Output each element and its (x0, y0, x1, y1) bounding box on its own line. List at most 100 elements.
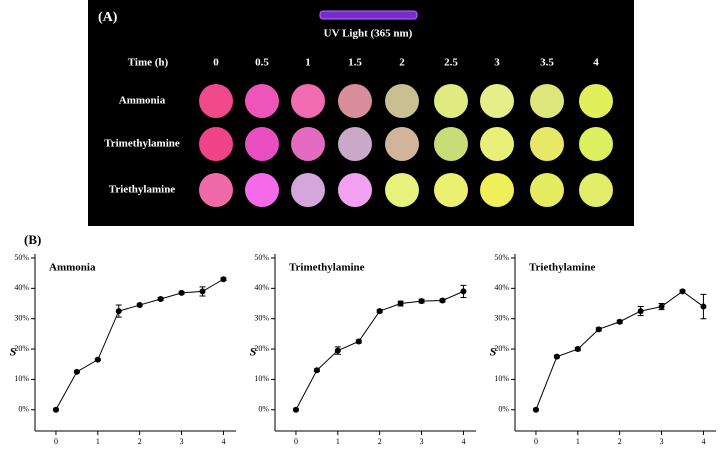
sample-spot (385, 84, 419, 118)
sample-spot (291, 127, 325, 161)
y-tick-label: 30% (254, 314, 269, 323)
x-tick-label: 1 (576, 437, 580, 446)
x-tick-label: 3 (660, 437, 664, 446)
point (460, 288, 467, 295)
row-label: Triethylamine (109, 184, 176, 196)
sample-spot (434, 84, 468, 118)
sample-spot (385, 127, 419, 161)
sample-spot (291, 173, 325, 207)
y-tick-label: 0% (258, 405, 269, 414)
x-tick-label: 4 (221, 437, 225, 446)
point (553, 353, 560, 360)
point (700, 303, 707, 310)
sample-spot (338, 127, 372, 161)
y-tick-label: 20% (254, 344, 269, 353)
y-tick-label: 20% (494, 344, 509, 353)
time-label: 4 (593, 57, 599, 69)
point (376, 308, 383, 315)
sample-spot (199, 84, 233, 118)
x-tick-label: 4 (701, 437, 705, 446)
point (595, 326, 602, 333)
point (220, 276, 227, 283)
point (313, 367, 320, 374)
sample-spot (579, 173, 613, 207)
x-tick-label: 2 (618, 437, 622, 446)
point (418, 298, 425, 305)
chart-title: Ammonia (49, 262, 96, 274)
x-tick-label: 1 (96, 437, 100, 446)
y-tick-label: 0% (498, 405, 509, 414)
x-tick-label: 4 (461, 437, 465, 446)
row-label: Trimethylamine (104, 138, 180, 150)
point (94, 356, 101, 363)
point (334, 347, 341, 354)
point (178, 289, 185, 296)
point (679, 288, 686, 295)
y-tick-label: 30% (14, 314, 29, 323)
y-tick-label: 40% (14, 283, 29, 292)
y-axis-label: S (490, 344, 497, 358)
sample-spot (338, 173, 372, 207)
sample-spot (480, 84, 514, 118)
uv-lamp (319, 10, 418, 20)
y-tick-label: 10% (14, 374, 29, 383)
point (52, 406, 59, 413)
point (157, 295, 164, 302)
time-label: 3.5 (540, 57, 554, 69)
panel-label: (A) (98, 10, 118, 25)
x-tick-label: 3 (420, 437, 424, 446)
sample-spot (385, 173, 419, 207)
sample-spot (245, 84, 279, 118)
y-tick-label: 40% (254, 283, 269, 292)
point (355, 338, 362, 345)
y-tick-label: 10% (494, 374, 509, 383)
panel-label: (B) (24, 232, 41, 247)
x-tick-label: 2 (378, 437, 382, 446)
y-tick-label: 40% (494, 283, 509, 292)
point (397, 300, 404, 307)
x-tick-label: 2 (138, 437, 142, 446)
x-tick-label: 0 (294, 437, 298, 446)
time-label: 1 (305, 57, 311, 69)
time-label: 0 (213, 57, 219, 69)
y-tick-label: 30% (494, 314, 509, 323)
y-tick-label: 50% (14, 253, 29, 262)
point (292, 406, 299, 413)
light-label: UV Light (365 nm) (324, 28, 413, 40)
point (637, 308, 644, 315)
time-label: 0.5 (255, 57, 269, 69)
sample-spot (579, 127, 613, 161)
point (616, 318, 623, 325)
x-tick-label: 0 (534, 437, 538, 446)
sample-spot (434, 173, 468, 207)
sample-spot (579, 84, 613, 118)
point (439, 297, 446, 304)
time-label: 1.5 (348, 57, 362, 69)
sample-spot (199, 173, 233, 207)
y-tick-label: 20% (14, 344, 29, 353)
point (115, 308, 122, 315)
sample-spot (530, 84, 564, 118)
point (658, 303, 665, 310)
y-tick-label: 10% (254, 374, 269, 383)
chart-title: Trimethylamine (289, 262, 365, 274)
sample-spot (199, 127, 233, 161)
x-tick-label: 1 (336, 437, 340, 446)
sample-spot (480, 173, 514, 207)
sample-spot (245, 127, 279, 161)
point (73, 368, 80, 375)
y-axis-label: S (10, 344, 17, 358)
line (55, 278, 224, 410)
sample-spot (291, 84, 325, 118)
line (535, 290, 704, 410)
y-tick-label: 50% (494, 253, 509, 262)
point (532, 406, 539, 413)
sample-spot (480, 127, 514, 161)
sample-spot (338, 84, 372, 118)
time-label: 2.5 (444, 57, 458, 69)
y-tick-label: 0% (18, 405, 29, 414)
sample-spot (530, 127, 564, 161)
y-tick-label: 50% (254, 253, 269, 262)
